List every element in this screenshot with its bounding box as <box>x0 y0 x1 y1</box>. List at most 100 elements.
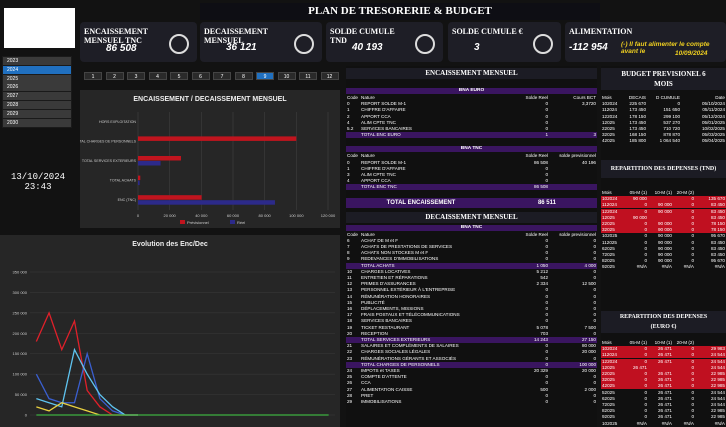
table-cell: 0 <box>644 233 647 239</box>
table-row: 22025 0 26 471 0 22 985 <box>601 371 726 377</box>
table-row: 72025 0 26 471 0 24 544 <box>601 402 726 408</box>
table-cell: 86 508 <box>533 159 548 165</box>
table-cell: 0 <box>593 374 596 380</box>
table-row: 102024 225 670 0 05/10/2024 <box>601 101 726 107</box>
table-cell: 0 <box>644 408 647 414</box>
table-cell: 0 <box>691 202 694 208</box>
table-cell: 0 <box>644 352 647 358</box>
table-cell: 05-M (1) <box>629 190 647 195</box>
table-cell: TOTAL ENC TNC <box>361 184 397 190</box>
total-label: TOTAL ENCAISSEMENT <box>386 199 456 206</box>
table-row: 22025 0 90 000 0 78 150 <box>601 221 726 227</box>
table-cell: 2 000 <box>584 386 597 392</box>
table-row: 102025 0 90 000 0 95 670 <box>601 233 726 239</box>
table-row: 23 RÉMUNÉRATIONS GÉRANTS ET ASSOCIÉS 0 0 <box>346 356 597 362</box>
kpi-card: SOLDE CUMULE TND 40 193 <box>326 22 443 62</box>
table-cell: 26 471 <box>657 352 672 358</box>
kpi-note-date: 10/09/2024 <box>675 50 708 57</box>
table-cell: 0 <box>644 346 647 352</box>
table-row: 14 RÉMUNÉRATION HONORAIRES 0 0 <box>346 294 597 300</box>
section-header: BUDGET PREVISIONEL 6 MOIS <box>601 68 726 90</box>
table-cell: ALIM CPTE TNC <box>361 119 396 125</box>
table-cell: 42025 <box>602 383 615 389</box>
table-row: 112025 0 90 000 0 83 450 <box>601 240 726 246</box>
month-button[interactable]: 7 <box>213 72 231 80</box>
table-cell: 5 078 <box>536 324 549 330</box>
table-cell: RECEPTION <box>361 330 388 336</box>
month-button[interactable]: 2 <box>105 72 124 80</box>
legend-swatch <box>180 220 185 224</box>
section-header: ENCAISSEMENT MENSUEL <box>346 68 597 79</box>
legend-swatch <box>230 220 235 224</box>
table-cell: 7 <box>347 244 350 249</box>
table-cell: 26 471 <box>632 364 647 370</box>
month-button[interactable]: 10 <box>277 72 296 80</box>
table-row: 32025 0 90 000 0 78 150 <box>601 227 726 234</box>
month-button[interactable]: 3 <box>127 72 145 80</box>
table-cell: 7 500 <box>584 324 597 330</box>
table-row: 32025 0 26 471 0 22 985 <box>601 377 726 384</box>
table-cell: 0 <box>691 352 694 358</box>
section-header: DECAISSEMENT MENSUEL <box>346 211 597 223</box>
table-cell: #N/A <box>661 420 672 426</box>
table-cell: 05/10/2024 <box>702 101 725 107</box>
table-row: 92025 #N/A #N/A #N/A #N/A <box>601 264 726 270</box>
y-tick-label: TOTAL SERVICES EXTERIEURS <box>82 159 137 163</box>
table-cell: 90 000 <box>657 258 672 264</box>
table-row: Code Nature Solde Reel solde previsionnel <box>346 232 597 238</box>
year-item[interactable]: 2028 <box>3 101 71 109</box>
table-cell: 90 000 <box>657 233 672 239</box>
table-cell: 0 <box>644 395 647 401</box>
year-item[interactable]: 2030 <box>3 118 71 127</box>
month-button[interactable]: 6 <box>191 72 210 80</box>
table-cell: APPORT CCA <box>361 178 391 184</box>
table-cell: TOTAL ACHATS <box>361 262 395 268</box>
month-button[interactable]: 4 <box>148 72 167 80</box>
year-item[interactable]: 2026 <box>3 83 71 92</box>
month-button[interactable]: 1 <box>84 72 102 80</box>
table-cell: Solde Reel <box>525 95 548 100</box>
y-tick-label: 250 000 <box>13 310 28 315</box>
table-cell: Cours BCT <box>573 95 596 100</box>
table-cell: 0 <box>691 364 694 370</box>
table-cell: 1 <box>347 165 350 171</box>
table-row: 4 APPORT CCA 0 <box>346 178 597 184</box>
table-cell: 0 <box>644 221 647 226</box>
enc-dec-panel: ENCAISSEMENT MENSUEL BNA EURO Code Nature So… <box>346 66 597 427</box>
table-row: 3 ALIM CPTE TNC 0 <box>346 172 597 178</box>
table-row: Mois 05-M (1) 10-M (1) 20-M (2) <box>601 190 726 196</box>
year-item[interactable]: 2023 <box>3 57 71 65</box>
table-cell: 90 000 <box>657 202 672 208</box>
table-row: 122024 0 26 471 0 24 544 <box>601 358 726 365</box>
table-cell: CHARGES SOCIALES LÉGALES <box>361 349 431 355</box>
table-row: 32025 168 150 878 870 05/03/2025 <box>601 132 726 138</box>
kpi-card: ALIMENTATION -112 954 (-) Il faut alimente… <box>565 22 726 62</box>
year-item[interactable]: 2025 <box>3 74 71 83</box>
table-cell: Solde Reel <box>525 153 548 159</box>
table-row: 6 ACHAT DE M et F 0 0 <box>346 238 597 244</box>
year-item[interactable]: 2029 <box>3 109 71 118</box>
year-item[interactable]: 2024 <box>3 65 71 74</box>
table-row: 122024 0 90 000 0 83 450 <box>601 208 726 215</box>
page-title: PLAN DE TRESORERIE & BUDGET <box>200 3 600 20</box>
table-row: 42025 185 800 1 064 540 05/04/2025 <box>601 138 726 144</box>
table-row: 18 SERVICES BANCAIRES 0 0 <box>346 318 597 324</box>
table-cell: CCA <box>361 380 371 386</box>
month-button[interactable]: 9 <box>256 72 274 80</box>
table-row: 1 CHIFFRE D'AFFAIRE 0 <box>346 107 597 113</box>
year-item[interactable]: 2027 <box>3 92 71 101</box>
month-button[interactable]: 11 <box>299 72 317 80</box>
month-button[interactable]: 12 <box>320 72 339 80</box>
table-cell: 90 000 <box>657 239 672 245</box>
table-cell: 2 <box>347 113 350 119</box>
table-cell: 3 <box>593 132 596 138</box>
table-cell: 10 <box>347 268 353 274</box>
line-series <box>36 347 139 416</box>
table-cell: 0 <box>545 256 548 262</box>
month-button[interactable]: 5 <box>170 72 188 80</box>
table-cell: 4 000 <box>584 262 597 268</box>
table-cell: 0 <box>691 358 694 364</box>
table-row: 102024 90 000 0 135 670 <box>601 196 726 203</box>
month-button[interactable]: 8 <box>234 72 253 80</box>
kpi-icon <box>415 34 435 54</box>
